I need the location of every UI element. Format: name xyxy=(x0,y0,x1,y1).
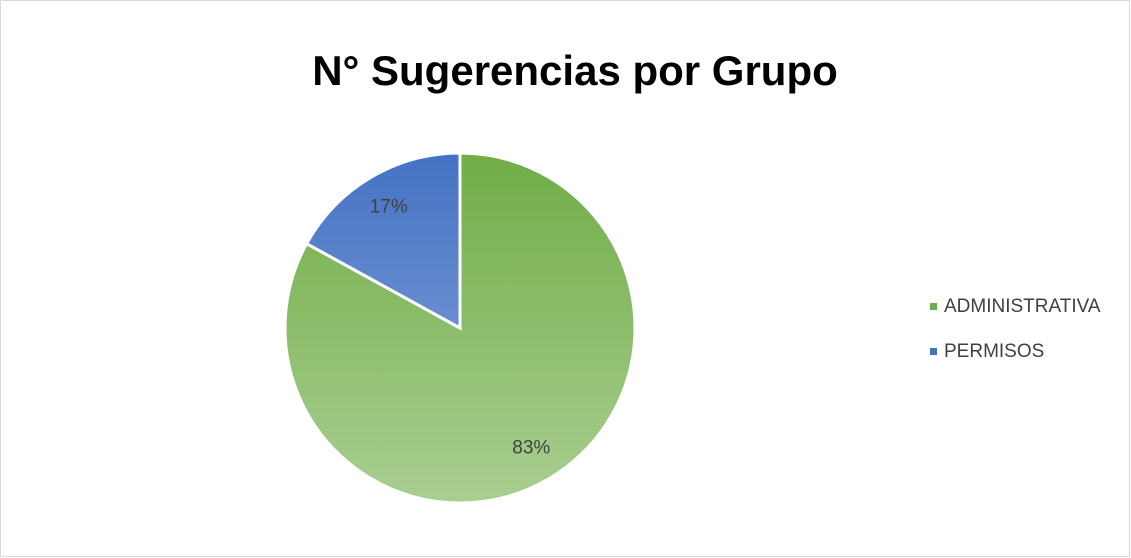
legend-label: PERMISOS xyxy=(944,341,1044,362)
data-label: 17% xyxy=(370,197,408,218)
legend-marker xyxy=(930,348,937,355)
legend-label: ADMINISTRATIVA xyxy=(944,296,1101,317)
legend-marker xyxy=(930,303,937,310)
chart-title: N° Sugerencias por Grupo xyxy=(312,47,838,94)
pie-slice xyxy=(304,151,462,331)
data-label: 83% xyxy=(512,438,550,459)
